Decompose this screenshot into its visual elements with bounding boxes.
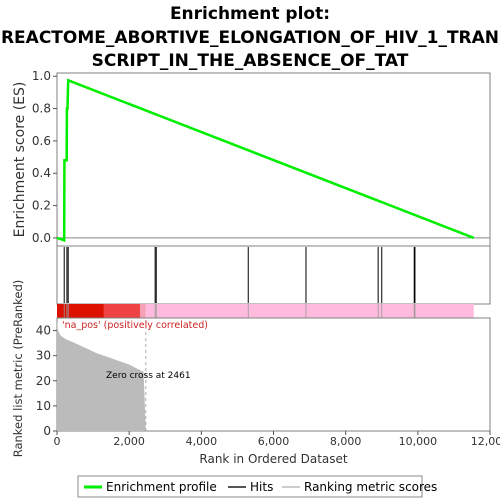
bar-segment-strong-positive (57, 304, 104, 318)
es-panel: 0.0 0.2 0.4 0.6 0.8 1.0 Enrichment score (ES) (12, 69, 491, 247)
zero-cross-label: Zero cross at 2461 (106, 371, 191, 381)
legend: Enrichment profile Hits Ranking metric sco… (77, 475, 437, 498)
metric-xtick-label: 0 (54, 435, 61, 448)
es-ytick-label: 0.8 (32, 102, 51, 116)
legend-box (77, 475, 423, 498)
es-ytick-label: 0.4 (32, 166, 51, 180)
ranked-metric-panel: 'na_pos' (positively correlated) Zero cro… (11, 280, 500, 466)
metric-ytick-label: 10 (36, 399, 51, 413)
es-ytick-label: 1.0 (32, 69, 51, 83)
bar-segment-positive (103, 304, 140, 318)
ranking-color-bar (57, 304, 474, 318)
metric-xtick-label: 4,000 (186, 435, 218, 448)
bar-segment-near-zero (139, 304, 146, 318)
chart-title-line-3: SCRIPT_IN_THE_ABSENCE_OF_TAT (91, 51, 409, 71)
ranked-metric-area (57, 320, 146, 431)
chart-title-line-1: Enrichment plot: (169, 4, 331, 24)
bar-segment-negative (145, 304, 474, 318)
es-ytick-label: 0.6 (32, 134, 51, 148)
metric-xtick-label: 12,000 (471, 435, 500, 448)
metric-ytick-label: 30 (36, 349, 51, 363)
metric-ytick-label: 40 (36, 324, 51, 338)
metric-xtick-label: 8,000 (330, 435, 362, 448)
es-ytick-label: 0.0 (32, 231, 51, 245)
metric-ytick-label: 20 (36, 374, 51, 388)
legend-label-enrichment-profile: Enrichment profile (106, 480, 217, 494)
hits-panel (56, 245, 491, 305)
positive-correlation-label: 'na_pos' (positively correlated) (62, 320, 208, 331)
chart-title-line-2: REACTOME_ABORTIVE_ELONGATION_OF_HIV_1_TR… (0, 28, 500, 48)
hits-frame (56, 245, 491, 305)
metric-xlabel: Rank in Ordered Dataset (199, 452, 347, 466)
metric-xtick-label: 6,000 (258, 435, 290, 448)
metric-ylabel: Ranked list metric (PreRanked) (11, 280, 25, 458)
metric-xtick-label: 2,000 (113, 435, 145, 448)
es-ytick-label: 0.2 (32, 199, 51, 213)
legend-label-hits: Hits (250, 480, 273, 494)
es-ylabel: Enrichment score (ES) (12, 82, 28, 238)
metric-xtick-label: 10,000 (399, 435, 438, 448)
legend-label-ranking-metric: Ranking metric scores (304, 480, 437, 494)
es-profile-line (56, 78, 475, 243)
metric-ytick-label: 0 (43, 424, 51, 438)
